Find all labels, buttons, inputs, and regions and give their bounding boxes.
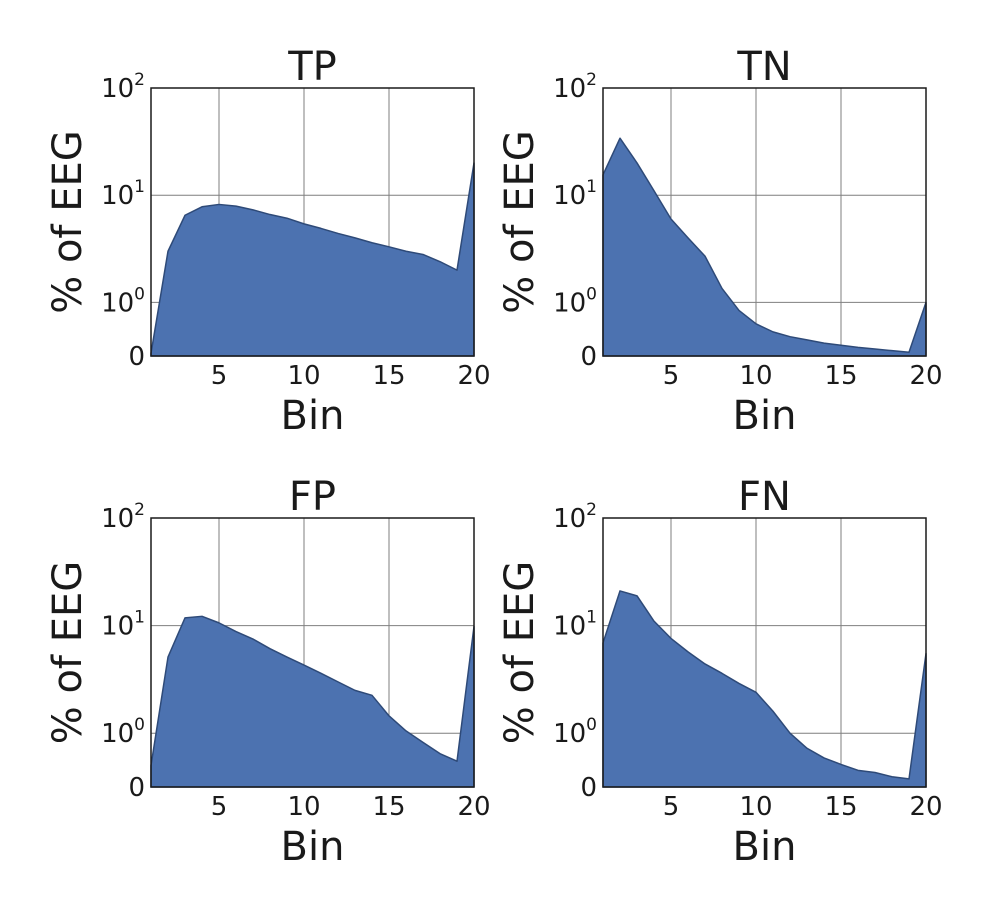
x-tick-label: 5 <box>211 792 228 822</box>
x-tick-label: 15 <box>372 792 405 822</box>
x-tick-label: 15 <box>824 361 857 391</box>
area-series <box>150 615 475 788</box>
y-tick-label: 102 <box>553 70 597 104</box>
area-series <box>150 162 475 357</box>
y-tick-label: 0 <box>580 773 597 803</box>
x-tick-label: 20 <box>457 361 490 391</box>
y-tick-label: 102 <box>101 500 145 534</box>
x-tick-label: 15 <box>824 792 857 822</box>
subplot-title: TN <box>736 44 791 90</box>
y-axis-label: % of EEG <box>497 130 543 314</box>
subplot-title: TP <box>287 44 337 90</box>
x-tick-label: 10 <box>739 361 772 391</box>
subplot-title: FN <box>738 474 791 520</box>
subplot-fn: 5 10 15 20 0 100 101 102 FN Bin % of EEG <box>497 474 943 870</box>
x-tick-label: 20 <box>909 361 942 391</box>
x-tick-label: 5 <box>663 361 680 391</box>
area-series <box>602 590 927 788</box>
plot-frame <box>602 87 927 357</box>
x-axis-label: Bin <box>281 824 345 870</box>
area-series <box>602 137 927 357</box>
x-tick-label: 5 <box>211 361 228 391</box>
y-tick-label: 102 <box>101 70 145 104</box>
x-tick-label: 10 <box>287 792 320 822</box>
x-axis-label: Bin <box>733 393 797 439</box>
plot-frame <box>150 87 475 357</box>
subplot-tn: 5 10 15 20 0 100 101 102 TN Bin % of EEG <box>497 44 943 439</box>
x-tick-label: 20 <box>909 792 942 822</box>
y-tick-label: 0 <box>128 773 145 803</box>
y-tick-label: 100 <box>553 715 597 749</box>
y-tick-label: 0 <box>580 342 597 372</box>
x-axis-label: Bin <box>281 393 345 439</box>
y-tick-label: 100 <box>101 284 145 318</box>
y-axis-label: % of EEG <box>497 561 543 745</box>
subplot-tp: 5 10 15 20 0 100 101 102 TP Bin % of EEG <box>45 44 491 439</box>
subplot-title: FP <box>289 474 336 520</box>
x-tick-label: 20 <box>457 792 490 822</box>
y-tick-label: 101 <box>553 177 597 211</box>
y-tick-label: 101 <box>553 608 597 642</box>
y-tick-label: 100 <box>101 715 145 749</box>
y-axis-label: % of EEG <box>45 130 91 314</box>
plot-frame <box>150 517 475 788</box>
y-tick-label: 0 <box>128 342 145 372</box>
y-tick-label: 101 <box>101 608 145 642</box>
subplot-fp: 5 10 15 20 0 100 101 102 FP Bin % of EEG <box>45 474 491 870</box>
x-tick-label: 10 <box>287 361 320 391</box>
y-tick-label: 101 <box>101 177 145 211</box>
x-axis-label: Bin <box>733 824 797 870</box>
y-tick-label: 102 <box>553 500 597 534</box>
x-tick-label: 5 <box>663 792 680 822</box>
x-tick-label: 15 <box>372 361 405 391</box>
plot-frame <box>602 517 927 788</box>
x-tick-label: 10 <box>739 792 772 822</box>
y-tick-label: 100 <box>553 284 597 318</box>
y-axis-label: % of EEG <box>45 561 91 745</box>
